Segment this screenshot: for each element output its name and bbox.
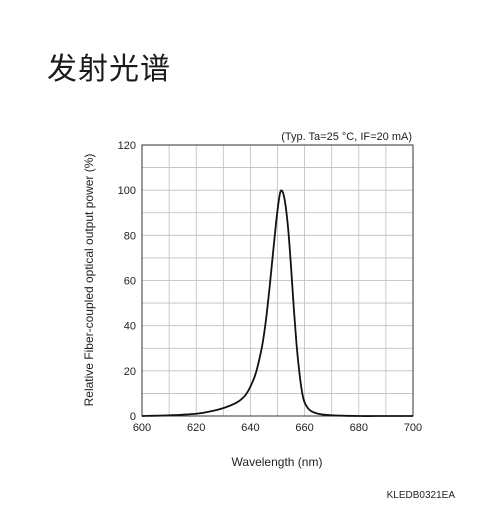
conditions-label: (Typ. Ta=25 °C, IF=20 mA) — [281, 131, 412, 143]
y-tick-label: 120 — [118, 140, 136, 152]
spectrum-line — [141, 189, 413, 417]
image-code: KLEDB0321EA — [387, 490, 456, 501]
x-axis-label: Wavelength (nm) — [232, 455, 323, 469]
plot-frame — [141, 144, 414, 417]
y-tick-labels: 0 20 40 60 80 100 120 — [118, 140, 136, 423]
page-heading: 发射光谱 — [47, 52, 171, 87]
y-tick-label: 0 — [130, 411, 136, 423]
grid-lines — [142, 145, 413, 416]
y-tick-label: 40 — [124, 321, 136, 333]
x-tick-labels: 600 620 640 660 680 700 — [133, 422, 422, 434]
y-tick-label: 100 — [118, 185, 136, 197]
x-tick-label: 680 — [350, 422, 368, 434]
x-tick-label: 640 — [241, 422, 259, 434]
x-tick-label: 700 — [404, 422, 422, 434]
x-tick-label: 620 — [187, 422, 205, 434]
y-axis-label: Relative Fiber-coupled optical output po… — [82, 154, 96, 407]
y-tick-label: 80 — [124, 230, 136, 242]
y-tick-label: 20 — [124, 366, 136, 378]
x-tick-label: 660 — [295, 422, 313, 434]
y-tick-label: 60 — [124, 276, 136, 288]
x-tick-label: 600 — [133, 422, 151, 434]
